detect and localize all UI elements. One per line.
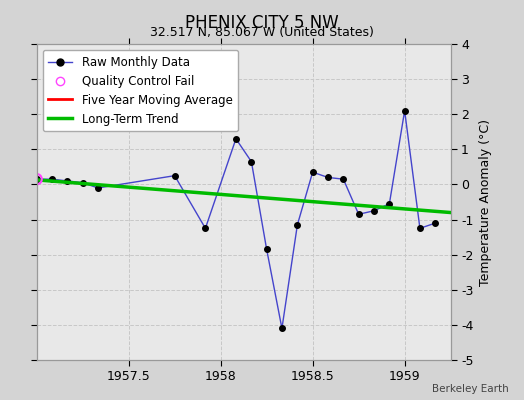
Legend: Raw Monthly Data, Quality Control Fail, Five Year Moving Average, Long-Term Tren: Raw Monthly Data, Quality Control Fail, … (42, 50, 238, 132)
Text: PHENIX CITY 5 NW: PHENIX CITY 5 NW (185, 14, 339, 32)
Text: Berkeley Earth: Berkeley Earth (432, 384, 508, 394)
Y-axis label: Temperature Anomaly (°C): Temperature Anomaly (°C) (479, 118, 492, 286)
Text: 32.517 N, 85.067 W (United States): 32.517 N, 85.067 W (United States) (150, 26, 374, 39)
Point (32, 176, 41, 182)
